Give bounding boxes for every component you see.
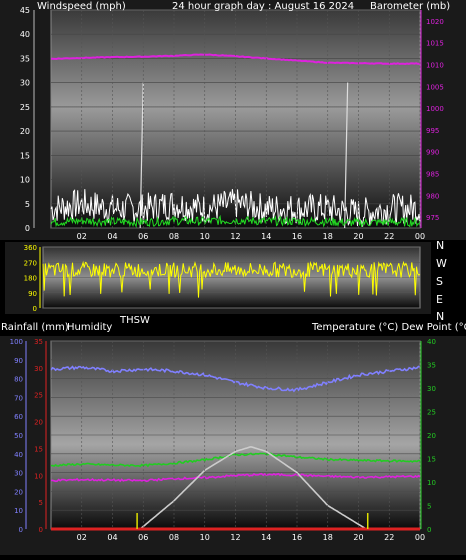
rainfall-tick-label: 25 [34,392,43,400]
humidity-tick-label: 100 [10,338,23,346]
compass-s: S [436,275,443,288]
temperature-tick-label: 10 [427,479,436,487]
humidity-tick-label: 60 [14,413,23,421]
y-left-tick-label: 10 [20,176,30,185]
y-right-tick-label: 1015 [426,40,444,48]
direction-tick-label: 270 [24,259,37,267]
y-right-tick-label: 1010 [426,62,444,70]
humidity-tick-label: 80 [14,376,23,384]
y-left-tick-label: 35 [20,54,30,63]
x-tick-label: 16 [292,232,302,241]
y-right-tick-label: 975 [426,214,439,222]
top-right-title: Barometer (mb) [370,1,450,12]
x-tick-label: 12 [230,533,240,542]
y-right-tick-label: 1020 [426,18,444,26]
compass-e: E [436,293,443,306]
x-tick-label: 02 [77,232,87,241]
x-tick-label: 18 [323,533,333,542]
humidity-tick-label: 30 [14,470,23,478]
temperature-tick-label: 5 [427,503,431,511]
humidity-tick-label: 50 [14,432,23,440]
temperature-tick-label: 0 [427,526,431,534]
top-center-title: 24 hour graph day : August 16 2024 [172,1,354,12]
temperature-tick-label: 25 [427,409,436,417]
temperature-tick-label: 30 [427,385,436,393]
humidity-tick-label: 10 [14,507,23,515]
humidity-tick-label: 70 [14,394,23,402]
x-tick-label: 16 [292,533,302,542]
direction-tick-label: 90 [28,290,37,298]
y-left-tick-label: 0 [25,224,30,233]
rainfall-tick-label: 15 [34,445,43,453]
y-left-tick-label: 30 [20,79,30,88]
compass-n-bottom: N [436,310,444,323]
y-right-tick-label: 990 [426,149,439,157]
humidity-label: Humidity [67,322,112,333]
x-tick-label: 10 [200,232,210,241]
rainfall-tick-label: 20 [34,419,43,427]
x-tick-label: 04 [107,533,117,542]
rainfall-tick-label: 5 [39,499,43,507]
temperature-tick-label: 15 [427,456,436,464]
temperature-tick-label: 35 [427,362,436,370]
x-tick-label: 06 [138,232,148,241]
x-tick-label: 22 [384,533,394,542]
thsw-label: THSW [119,315,150,326]
rainfall-tick-label: 35 [34,338,43,346]
direction-tick-label: 180 [24,275,37,283]
y-right-tick-label: 980 [426,192,439,200]
x-tick-label: 18 [323,232,333,241]
y-left-tick-label: 20 [20,127,30,136]
x-tick-label: 04 [107,232,117,241]
x-tick-label: 20 [353,232,363,241]
x-tick-label: 08 [169,533,179,542]
wind-gust-spike [344,82,349,229]
humidity-tick-label: 40 [14,451,23,459]
direction-tick-label: 0 [33,305,37,313]
y-left-tick-label: 15 [20,151,30,160]
x-tick-label: 22 [384,232,394,241]
x-tick-label: 00 [415,232,425,241]
y-right-tick-label: 995 [426,127,439,135]
humidity-tick-label: 0 [19,526,23,534]
x-tick-label: 08 [169,232,179,241]
temperature-tick-label: 40 [427,338,436,346]
y-right-tick-label: 1000 [426,105,444,113]
y-left-tick-label: 45 [20,6,30,15]
rainfall-tick-label: 0 [39,526,43,534]
y-right-tick-label: 985 [426,171,439,179]
y-left-tick-label: 25 [20,103,30,112]
direction-tick-label: 360 [24,244,37,252]
rainfall-tick-label: 30 [34,365,43,373]
y-left-tick-label: 5 [25,200,30,209]
x-tick-label: 14 [261,533,271,542]
wind-direction-line [42,260,421,298]
x-tick-label: 12 [230,232,240,241]
x-tick-label: 06 [138,533,148,542]
x-tick-label: 00 [415,533,425,542]
compass-n-top: N [436,239,444,252]
humidity-tick-label: 90 [14,357,23,365]
rainfall-tick-label: 10 [34,472,43,480]
compass-w: W [436,257,447,270]
x-tick-label: 14 [261,232,271,241]
rainfall-label: Rainfall (mm) [1,322,69,333]
humidity-tick-label: 20 [14,488,23,496]
top-left-title: Windspeed (mph) [37,1,126,12]
x-tick-label: 10 [200,533,210,542]
x-tick-label: 20 [353,533,363,542]
temperature-dewpoint-label: Temperature (°C) Dew Point (°C) [311,322,466,333]
x-tick-label: 02 [77,533,87,542]
y-left-tick-label: 40 [20,30,30,39]
y-right-tick-label: 1005 [426,83,444,91]
temperature-tick-label: 20 [427,432,436,440]
